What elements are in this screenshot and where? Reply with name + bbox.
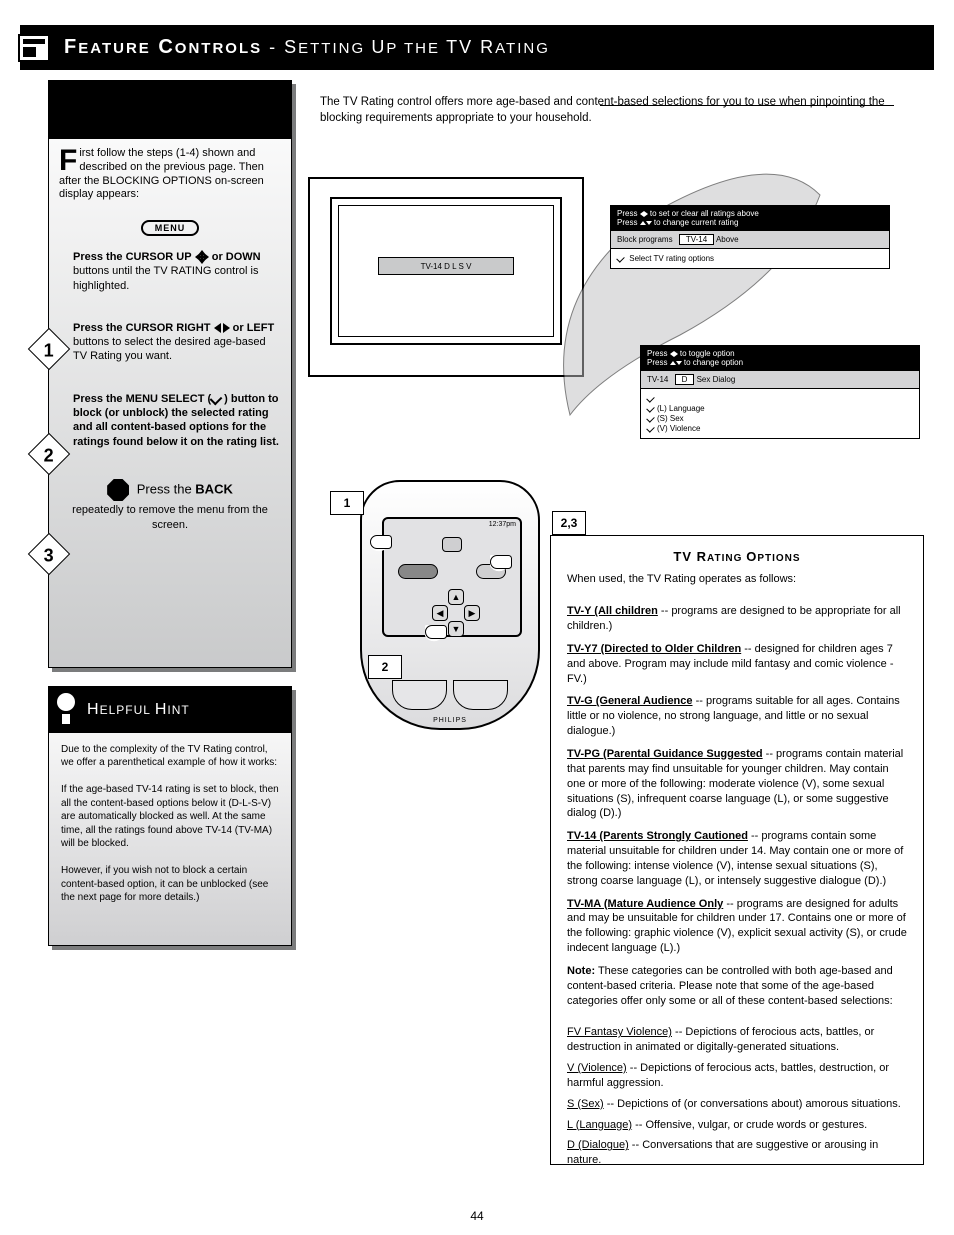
menu1-row-label: Block programs <box>617 235 673 244</box>
remote-menu-btn <box>398 564 438 579</box>
remote-back-btn <box>476 564 506 579</box>
remote-time: 12:37pm <box>489 521 516 528</box>
content-rating-row: FV Fantasy Violence) -- Depictions of fe… <box>567 1025 907 1055</box>
tv-screen-illustration: TV-14 D L S V <box>308 177 584 377</box>
age-rating-row: TV-14 (Parents Strongly Cautioned -- pro… <box>567 829 907 888</box>
page-title: FEATURE CONTROLS - SETTING UP THE TV RAT… <box>64 36 550 59</box>
footer-divider <box>600 105 894 106</box>
step-2-line-c: buttons to select the desired age-based … <box>73 336 266 362</box>
age-rating-row: TV-MA (Mature Audience Only -- programs … <box>567 897 907 956</box>
stop-icon <box>107 479 129 501</box>
step-marker-1: 1 <box>28 328 70 370</box>
menu-button-graphic: MENU <box>141 220 200 236</box>
info-intro: When used, the TV Rating operates as fol… <box>567 572 907 587</box>
remote-illustration: 12:37pm ▲▼◀▶ PHILIPS <box>340 480 560 780</box>
remote-lcd-btn <box>442 537 462 552</box>
document-icon <box>18 34 50 62</box>
callout-2: 2 <box>368 655 402 679</box>
menu2-field: D <box>675 374 695 385</box>
step-3-line-a: Press the MENU SELECT ( <box>73 393 211 405</box>
step-2-line-b: or LEFT <box>233 322 275 334</box>
callout-23: 2,3 <box>552 511 586 535</box>
callout-1: 1 <box>330 491 364 515</box>
hint-header: HELPFUL HINT <box>49 687 291 733</box>
osd-menu-card-1: Press to set or clear all ratings above … <box>610 205 890 269</box>
remote-dpad: ▲▼◀▶ <box>432 589 480 637</box>
left-column: First follow the steps (1-4) shown and d… <box>48 80 292 946</box>
step-marker-2: 2 <box>28 433 70 475</box>
cursor-nav-icon <box>195 250 209 264</box>
tv-onscreen-label: TV-14 D L S V <box>378 257 514 275</box>
step-1-line-a: Press the CURSOR UP <box>73 251 192 263</box>
page-header: FEATURE CONTROLS - SETTING UP THE TV RAT… <box>20 25 934 70</box>
step-2-line-a: Press the CURSOR RIGHT <box>73 322 211 334</box>
step-1-line-c: buttons until the TV RATING control is h… <box>73 265 258 291</box>
hint-panel: HELPFUL HINT Due to the complexity of th… <box>48 686 292 946</box>
right-area: The TV Rating control offers more age-ba… <box>300 95 924 136</box>
content-rating-row: V (Violence) -- Depictions of ferocious … <box>567 1061 907 1091</box>
age-rating-row: TV-Y (All children -- programs are desig… <box>567 604 907 634</box>
content-rating-row: L (Language) -- Offensive, vulgar, or cr… <box>567 1118 907 1133</box>
content-rating-row: D (Dialogue) -- Conversations that are s… <box>567 1138 907 1168</box>
content-rating-row: S (Sex) -- Depictions of (or conversatio… <box>567 1097 907 1112</box>
hint-para-2: If the age-based TV-14 rating is set to … <box>61 783 279 851</box>
lightbulb-icon <box>55 693 77 727</box>
step-1-line-b: or DOWN <box>212 251 261 263</box>
hint-para-1: Due to the complexity of the TV Rating c… <box>61 743 279 770</box>
steps-panel-header <box>49 81 291 139</box>
osd-menu-card-2: Press to toggle option Press to change o… <box>640 345 920 439</box>
steps-panel: First follow the steps (1-4) shown and d… <box>48 80 292 668</box>
check-icon <box>210 393 223 406</box>
cursor-lr-icon <box>214 323 230 333</box>
age-rating-row: TV-PG (Parental Guidance Suggested -- pr… <box>567 747 907 821</box>
intro-right: The TV Rating control offers more age-ba… <box>300 95 924 136</box>
rating-options-panel: TV RATING OPTIONS When used, the TV Rati… <box>550 535 924 1165</box>
menu1-field: TV-14 <box>679 234 714 245</box>
hint-para-3: However, if you wish not to block a cert… <box>61 864 279 905</box>
age-rating-row: TV-G (General Audience -- programs suita… <box>567 694 907 739</box>
steps-intro: First follow the steps (1-4) shown and d… <box>59 147 281 202</box>
age-rating-row: TV-Y7 (Directed to Older Children -- des… <box>567 642 907 687</box>
remote-brand: PHILIPS <box>362 717 538 724</box>
page-number: 44 <box>0 1209 954 1223</box>
stop-line: Press the BACK repeatedly to remove the … <box>59 479 281 531</box>
